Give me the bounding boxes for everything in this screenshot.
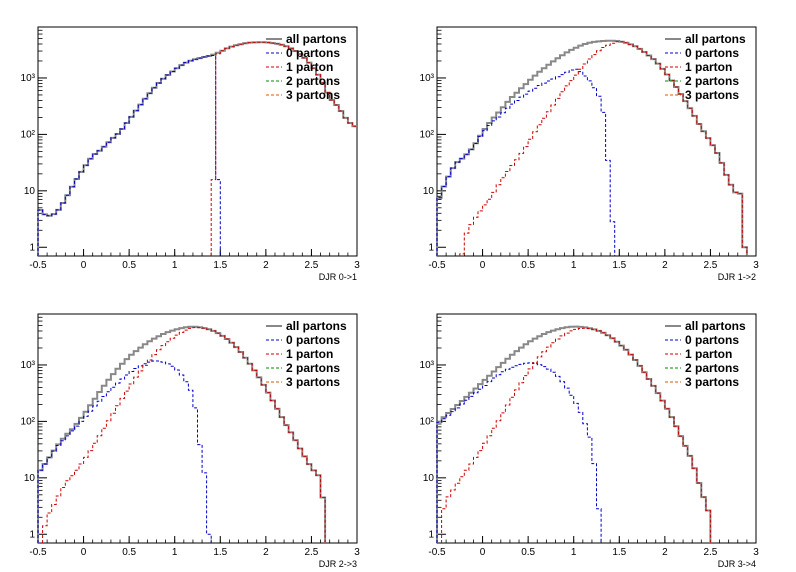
x-tick-label: 3: [354, 547, 360, 558]
y-tick-label: 10²: [420, 416, 435, 427]
y-tick-label: 10³: [21, 360, 36, 371]
x-tick-label: 1: [571, 547, 577, 558]
x-tick-label: 0.5: [122, 260, 136, 271]
x-tick-label: 2.5: [703, 260, 717, 271]
legend-label: 2 partons: [685, 361, 739, 375]
x-tick-label: -0.5: [29, 260, 47, 271]
legend-label: all partons: [685, 32, 746, 46]
x-axis-title: DJR 2->3: [319, 559, 357, 569]
x-tick-label: 2.5: [703, 547, 717, 558]
plot-frame: [37, 26, 358, 257]
series-all-partons: [37, 325, 327, 543]
series-all-partons: [436, 325, 712, 543]
x-tick-label: 1.5: [612, 260, 626, 271]
plot-frame: [436, 26, 757, 257]
x-tick-label: 1.5: [213, 547, 227, 558]
legend-label: 1 parton: [286, 60, 333, 74]
x-tick-label: 2.5: [304, 547, 318, 558]
legend-label: 1 parton: [286, 347, 333, 361]
y-tick-label: 10: [24, 473, 36, 484]
panel-3: -0.5 0 0.5 1 1.5 2 2.5 3 1 10 10² 10³ DJR 2->3 all pa…: [21, 313, 360, 569]
x-tick-label: 3: [354, 260, 360, 271]
legend-label: 0 partons: [286, 333, 340, 347]
x-tick-label: 2: [263, 547, 269, 558]
x-tick-label: 0: [81, 260, 87, 271]
legend-label: 3 partons: [286, 375, 340, 389]
legend-label: 3 partons: [685, 375, 739, 389]
legend-label: all partons: [685, 319, 746, 333]
legend-label: 2 partons: [685, 74, 739, 88]
legend-label: 2 partons: [286, 361, 340, 375]
x-tick-label: -0.5: [29, 547, 47, 558]
x-tick-label: 1: [172, 260, 178, 271]
series-0-partons: [37, 55, 221, 256]
y-tick-label: 10²: [420, 129, 435, 140]
y-tick-label: 1: [29, 529, 35, 540]
x-tick-label: 2: [263, 260, 269, 271]
legend-label: 0 partons: [286, 46, 340, 60]
x-axis-title: DJR 3->4: [718, 559, 756, 569]
series-1-parton: [210, 41, 357, 256]
x-tick-label: -0.5: [428, 547, 446, 558]
legend-label: 3 partons: [685, 88, 739, 102]
legend-label: 1 parton: [685, 347, 732, 361]
series-1-parton: [42, 327, 326, 543]
legend-label: all partons: [286, 32, 347, 46]
y-tick-label: 1: [428, 529, 434, 540]
y-tick-label: 10³: [420, 73, 435, 84]
x-tick-label: 2: [662, 547, 668, 558]
x-tick-label: 0: [480, 547, 486, 558]
x-tick-label: 0: [480, 260, 486, 271]
x-tick-label: 0.5: [521, 547, 535, 558]
y-tick-label: 10²: [21, 416, 36, 427]
y-tick-label: 10: [24, 186, 36, 197]
legend-label: 0 partons: [685, 333, 739, 347]
legend-label: 3 partons: [286, 88, 340, 102]
x-axis-title: DJR 1->2: [718, 272, 756, 282]
x-tick-label: -0.5: [428, 260, 446, 271]
legend-label: all partons: [286, 319, 347, 333]
y-tick-label: 1: [29, 242, 35, 253]
x-tick-label: 2: [662, 260, 668, 271]
series-1-parton: [441, 327, 711, 543]
y-tick-label: 10²: [21, 129, 36, 140]
x-tick-label: 1: [571, 260, 577, 271]
x-tick-label: 1.5: [213, 260, 227, 271]
y-tick-label: 10³: [420, 360, 435, 371]
plot-frame: [37, 313, 358, 544]
legend-label: 0 partons: [685, 46, 739, 60]
legend-label: 1 parton: [685, 60, 732, 74]
panel-1: -0.5 0 0.5 1 1.5 2 2.5 3 1 10 10² 10³ DJR 0->1 all pa…: [21, 26, 360, 282]
x-tick-label: 0.5: [521, 260, 535, 271]
series-0-partons: [37, 360, 212, 543]
y-tick-label: 10: [423, 473, 435, 484]
x-tick-label: 3: [753, 547, 759, 558]
legend-label: 2 partons: [286, 74, 340, 88]
x-tick-label: 1.5: [612, 547, 626, 558]
x-tick-label: 0: [81, 547, 87, 558]
x-tick-label: 0.5: [122, 547, 136, 558]
x-tick-label: 3: [753, 260, 759, 271]
x-tick-label: 1: [172, 547, 178, 558]
y-tick-label: 1: [428, 242, 434, 253]
y-tick-label: 10³: [21, 73, 36, 84]
x-tick-label: 2.5: [304, 260, 318, 271]
panel-2: -0.5 0 0.5 1 1.5 2 2.5 3 1 10 10² 10³ DJR 1->2 all pa…: [420, 26, 759, 282]
x-axis-title: DJR 0->1: [319, 272, 357, 282]
panel-4: -0.5 0 0.5 1 1.5 2 2.5 3 1 10 10² 10³ DJR 3->4 all pa…: [420, 313, 759, 569]
series-0-partons: [436, 68, 616, 256]
y-tick-label: 10: [423, 186, 435, 197]
series-1-parton: [459, 41, 748, 256]
series-0-partons: [436, 362, 602, 543]
